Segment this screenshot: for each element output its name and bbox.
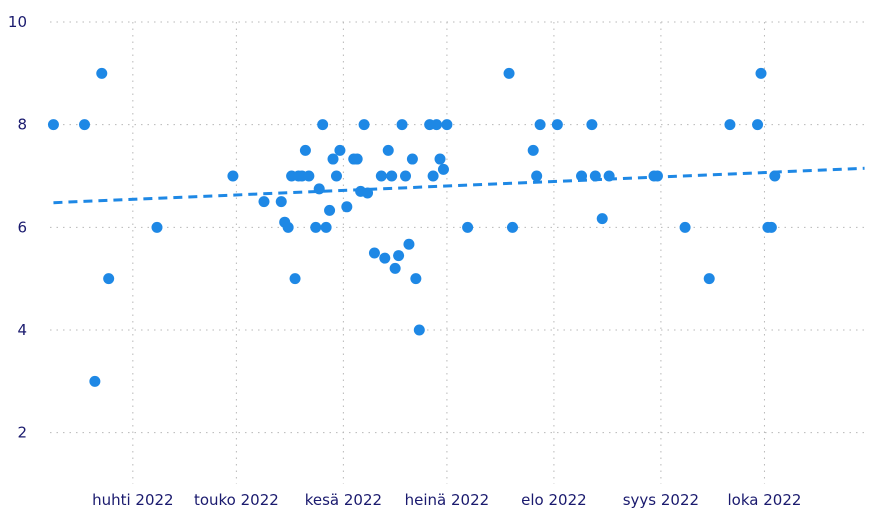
data-point [589,170,601,182]
data-point [503,67,515,79]
data-point [765,221,777,233]
data-point [386,170,398,182]
x-tick-label: heinä 2022 [405,491,490,509]
trendline [53,166,865,205]
data-point [310,221,322,233]
y-axis-tick-labels: 2 4 6 8 10 [8,13,27,442]
data-point [403,238,415,250]
data-point [534,119,546,131]
y-tick-label: 4 [17,321,27,339]
data-point [389,262,401,274]
data-point [227,170,239,182]
y-tick-label: 8 [17,116,27,134]
data-point [703,273,715,285]
data-point [299,144,311,156]
data-point [506,221,518,233]
data-point [320,221,332,233]
data-point [755,67,767,79]
data-point [410,273,422,285]
data-point [531,170,543,182]
data-point [89,375,101,387]
data-point [258,196,270,208]
y-tick-label: 10 [8,13,27,31]
data-point [362,187,374,199]
x-tick-label: touko 2022 [194,491,279,509]
data-point [327,153,339,165]
data-point [96,67,108,79]
data-point [358,119,370,131]
grid [50,21,868,484]
x-tick-label: syys 2022 [623,491,699,509]
data-point [317,119,329,131]
data-point [413,324,425,336]
data-point [586,119,598,131]
data-point [527,144,539,156]
data-point [769,170,781,182]
data-point [151,221,163,233]
x-axis-tick-labels: huhti 2022 touko 2022 kesä 2022 heinä 2022 e… [92,491,801,509]
data-point [382,144,394,156]
data-point [289,273,301,285]
trendline-group [53,166,865,205]
data-point [551,119,563,131]
data-point [603,170,615,182]
data-point [324,204,336,216]
data-point [400,170,412,182]
x-tick-label: loka 2022 [728,491,802,509]
x-tick-label: kesä 2022 [305,491,382,509]
data-point [368,247,380,259]
data-point [441,119,453,131]
data-point [334,144,346,156]
data-point [393,250,405,262]
data-point [576,170,588,182]
data-point [351,153,363,165]
data-point [406,153,418,165]
data-point [651,170,663,182]
x-tick-label: elo 2022 [521,491,587,509]
x-tick-label: huhti 2022 [92,491,174,509]
data-point [79,119,91,131]
data-point [437,163,449,175]
data-points [47,67,781,387]
data-point [303,170,315,182]
data-point [752,119,764,131]
data-point [330,170,342,182]
data-point [434,153,446,165]
data-point [396,119,408,131]
data-point [679,221,691,233]
data-point [431,119,443,131]
data-point [724,119,736,131]
data-point [462,221,474,233]
data-point [275,196,287,208]
y-tick-label: 2 [17,424,27,442]
data-point [379,252,391,264]
data-point [103,273,115,285]
data-point [596,213,608,225]
data-point [313,183,325,195]
data-point [375,170,387,182]
data-point [341,201,353,213]
data-point [47,119,59,131]
data-point [427,170,439,182]
y-tick-label: 6 [17,218,27,236]
data-point [282,221,294,233]
